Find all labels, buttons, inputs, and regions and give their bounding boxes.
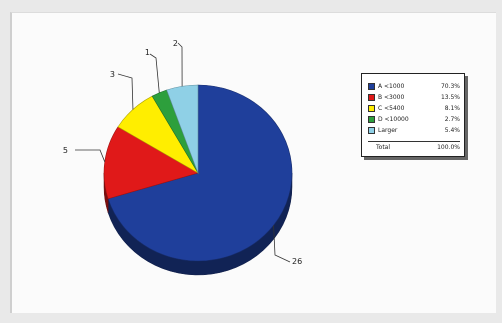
legend-percent: 13.5% xyxy=(440,94,460,101)
pie-slice xyxy=(166,84,199,174)
leader-line xyxy=(273,225,291,263)
legend-percent: 2.7% xyxy=(444,116,460,123)
legend-swatch xyxy=(368,116,375,123)
slice-value-label: 1 xyxy=(145,48,150,57)
legend-percent: 8.1% xyxy=(444,105,460,112)
legend-total-row: Total 100.0% xyxy=(368,141,460,152)
legend-label: D <10000 xyxy=(378,116,409,123)
leader-line xyxy=(149,53,160,93)
legend: A <1000 70.3% B <3000 13.5% C <5400 8.1% D <10… xyxy=(361,73,465,157)
legend-swatch xyxy=(368,105,375,112)
legend-swatch xyxy=(368,83,375,90)
legend-label: A <1000 xyxy=(378,83,405,90)
slice-value-label: 26 xyxy=(292,257,302,266)
leader-line xyxy=(75,149,106,162)
pie-leaders xyxy=(75,42,291,263)
leader-line xyxy=(177,42,183,87)
legend-total-percent: 100.0% xyxy=(437,143,460,151)
legend-percent: 5.4% xyxy=(444,127,460,134)
slice-value-label: 5 xyxy=(63,146,68,155)
legend-item: A <1000 70.3% xyxy=(368,81,460,92)
legend-item: D <10000 2.7% xyxy=(368,114,460,125)
legend-label: Larger xyxy=(378,127,398,134)
leader-line xyxy=(117,73,134,110)
legend-label: C <5400 xyxy=(378,105,405,112)
pie-slices xyxy=(103,84,293,262)
slice-value-label: 2 xyxy=(173,39,178,48)
legend-item: Larger 5.4% xyxy=(368,125,460,136)
legend-item: B <3000 13.5% xyxy=(368,92,460,103)
legend-total-label: Total xyxy=(376,143,391,151)
legend-swatch xyxy=(368,127,375,134)
legend-percent: 70.3% xyxy=(440,83,460,90)
legend-label: B <3000 xyxy=(378,94,405,101)
pie-labels: 26 5 3 1 2 xyxy=(63,39,302,266)
legend-item: C <5400 8.1% xyxy=(368,103,460,114)
legend-swatch xyxy=(368,94,375,101)
slice-value-label: 3 xyxy=(110,70,115,79)
